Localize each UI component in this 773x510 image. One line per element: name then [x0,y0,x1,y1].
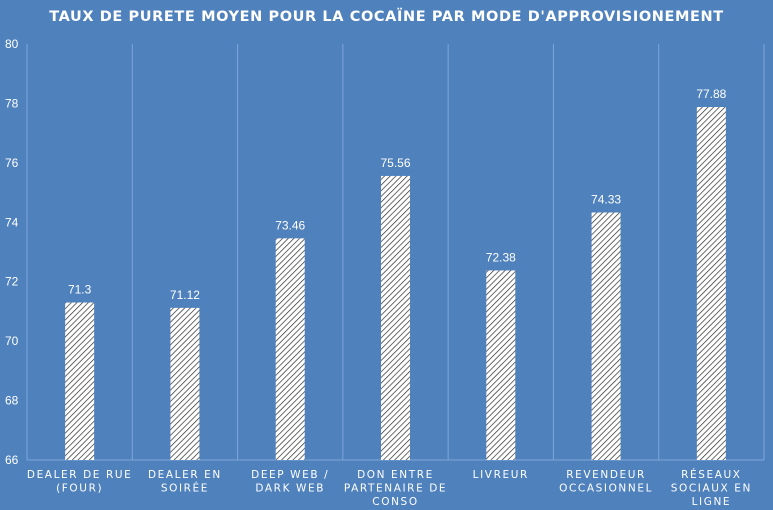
data-label: 71.3 [68,283,92,297]
data-label: 71.12 [170,288,200,302]
data-label: 75.56 [380,156,410,170]
y-tick-label: 70 [5,334,19,348]
y-tick-label: 76 [5,156,19,170]
bar [170,307,200,460]
bar [381,175,410,460]
bars [65,106,726,460]
data-labels: 71.3 71.12 73.46 75.56 72.38 74.33 77.88 [68,87,727,302]
y-tick-label: 66 [5,453,19,467]
x-tick-label: LIVREUR [473,469,529,481]
data-label: 74.33 [591,192,621,206]
bar [65,302,95,460]
bar [275,238,305,460]
data-label: 77.88 [696,87,726,101]
bar [591,212,621,460]
x-tick-label: RÉSEAUX SOCIAUX EN LIGNE [671,468,752,508]
x-tick-label: DEALER EN SOIRÉE [148,469,222,495]
x-tick-label: DEEP WEB / DARK WEB [251,469,329,495]
y-tick-label: 68 [5,394,19,408]
x-tick-label: REVENDEUR OCCASIONNEL [559,469,653,495]
y-tick-label: 80 [5,37,19,51]
bar [486,270,516,460]
data-label: 73.46 [275,218,305,232]
y-tick-label: 74 [5,215,19,229]
data-label: 72.38 [486,250,516,264]
x-tick-label: DEALER DE RUE (FOUR) [27,469,133,495]
bar [696,106,726,460]
x-tick-label: DON ENTRE PARTENAIRE DE CONSO [344,469,447,508]
y-tick-label: 72 [5,275,19,289]
x-axis: DEALER DE RUE (FOUR) DEALER EN SOIRÉE DEEP W… [27,468,752,508]
chart-title: TAUX DE PURETE MOYEN POUR LA COCAÏNE PAR… [49,9,724,25]
y-tick-label: 78 [5,96,19,110]
y-axis: 66 68 70 72 74 76 78 80 [5,37,19,467]
